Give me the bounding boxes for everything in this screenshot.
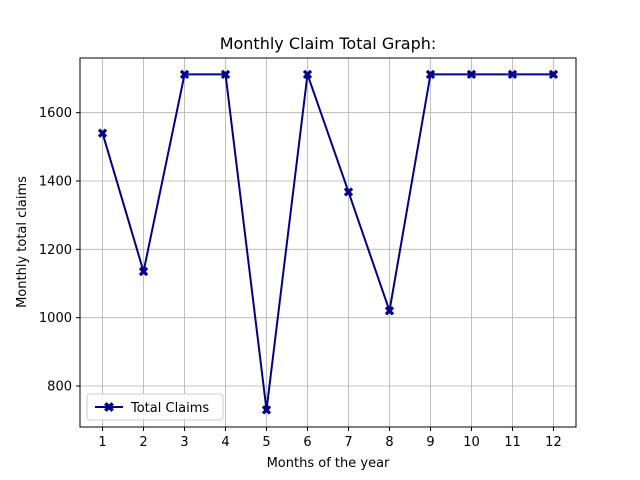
axes-frame: [79, 57, 577, 428]
data-point: [507, 69, 518, 80]
data-point: [425, 69, 436, 80]
y-tick-label: 1200: [39, 243, 72, 258]
x-tick-label: 2: [139, 435, 147, 450]
chart-title: Monthly Claim Total Graph:: [220, 34, 437, 53]
y-tick-label: 800: [47, 380, 72, 395]
data-point: [220, 69, 231, 80]
data-point: [97, 128, 108, 138]
data-point: [466, 69, 477, 80]
x-tick-label: 9: [426, 435, 434, 450]
x-tick-label: 11: [504, 435, 521, 450]
y-axis-label: Monthly total claims: [15, 176, 30, 308]
legend: Total Claims: [86, 393, 224, 421]
x-tick-label: 5: [262, 435, 270, 450]
data-point: [302, 69, 313, 80]
data-point: [384, 306, 395, 316]
data-point: [179, 69, 190, 80]
legend-label: Total Claims: [130, 401, 209, 416]
x-tick-label: 3: [180, 435, 188, 450]
x-axis-label: Months of the year: [267, 456, 390, 471]
y-tick-label: 1400: [39, 175, 72, 190]
data-point: [261, 405, 272, 415]
grid: [80, 58, 576, 427]
x-tick-label: 1: [98, 435, 106, 450]
legend-marker: [104, 402, 114, 412]
x-tick-label: 6: [303, 435, 311, 450]
x-tick-label: 7: [344, 435, 352, 450]
x-tick-label: 10: [463, 435, 480, 450]
x-tick-label: 8: [385, 435, 393, 450]
data-point: [343, 187, 354, 197]
x-tick-label: 4: [221, 435, 229, 450]
y-tick-label: 1000: [39, 311, 72, 326]
legend-box: [86, 393, 224, 421]
x-tick-label: 12: [545, 435, 562, 450]
data-point: [138, 266, 149, 277]
series-line: [101, 73, 554, 411]
data-point: [548, 69, 559, 80]
series-layer: [97, 69, 559, 415]
y-tick-label: 1600: [39, 106, 72, 121]
